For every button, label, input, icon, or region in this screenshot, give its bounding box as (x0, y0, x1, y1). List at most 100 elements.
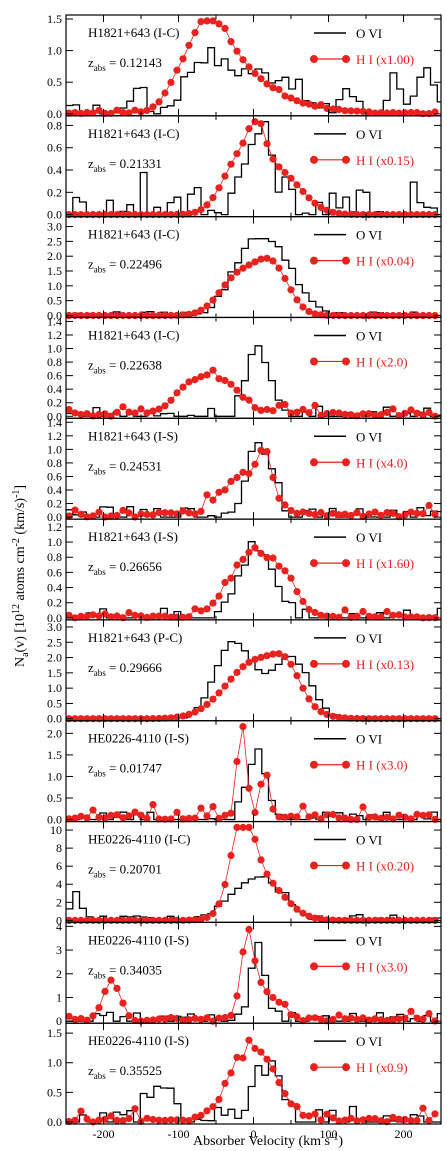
legend-4: O VI H I (x2.0) (310, 328, 408, 369)
panel-1: 0.0 0.5 1.0 1.5 H1821+643 (I-C) zabs = 0.1214… (47, 12, 442, 121)
y-tick-label: 1.0 (47, 535, 62, 549)
y-tick-label: 1.0 (47, 1056, 62, 1070)
y-tick-label: 0.0 (47, 409, 62, 423)
y-tick-label: 0.0 (47, 107, 62, 121)
y-tick-label: 0.6 (47, 469, 62, 483)
legend-ovi: O VI (356, 530, 382, 545)
y-tick-label: 0.5 (47, 791, 62, 805)
hi-point (245, 548, 253, 556)
hi-point (125, 812, 133, 820)
hi-point (395, 1015, 403, 1023)
legend-8: O VI H I (x3.0) (310, 732, 408, 773)
legend-ovi: O VI (356, 1034, 382, 1049)
panel-3: 0.00.51.01.52.02.53.0 H1821+643 (I-C) zabs… (47, 216, 442, 322)
hi-point (197, 1015, 205, 1023)
panel-2: 0.0 0.2 0.4 0.6 0.8 H1821+643 (I-C) zabs = 0.2… (47, 115, 442, 222)
hi-point (359, 512, 367, 520)
y-tick-label: 1.5 (47, 264, 62, 278)
y-tick-label: 2 (56, 895, 62, 909)
ovi-profile-9 (66, 876, 441, 922)
y-tick-label: 0.6 (47, 565, 62, 579)
y-tick-label: 0.2 (47, 497, 62, 511)
hi-point (89, 1012, 97, 1020)
y-tick-label: 1 (56, 990, 62, 1004)
hi-profile-8 (65, 723, 439, 824)
legend-ovi: O VI (356, 26, 382, 41)
hi-point (83, 814, 91, 822)
y-tick-label: 1.0 (47, 279, 62, 293)
y-tick-label: 0.0 (47, 510, 62, 524)
x-tick-label: 200 (395, 1127, 413, 1141)
y-tick-label: 0.8 (47, 550, 62, 564)
y-tick-label: 0.5 (47, 696, 62, 710)
legend-hi: H I (x3.0) (356, 758, 408, 773)
y-tick-label: 2.5 (47, 635, 62, 649)
sightline-label: H1821+643 (P-C) (88, 630, 182, 645)
hi-point (119, 814, 127, 822)
hi-point (305, 813, 313, 821)
y-tick-label: 10 (50, 823, 62, 837)
hi-point (107, 613, 115, 621)
y-tick-label: 0.0 (47, 308, 62, 322)
legend-11: O VI H I (x0.9) (310, 1034, 408, 1075)
y-tick-label: 1.5 (47, 1026, 62, 1040)
y-tick-label: 0.5 (47, 294, 62, 308)
legend-ovi: O VI (356, 228, 382, 243)
y-tick-label: 8 (56, 841, 62, 855)
y-tick-label: 0.0 (47, 712, 62, 726)
hi-point (239, 663, 247, 671)
panel-10: 0 1 2 3 4 HE0226-4110 (I-S) zabs = 0.34035 O VI… (56, 919, 442, 1028)
sightline-label: H1821+643 (I-C) (88, 227, 179, 242)
legend-hi: H I (x0.13) (356, 657, 414, 672)
y-tick-label: 1.5 (47, 666, 62, 680)
hi-point (185, 814, 193, 822)
y-tick-label: 0 (56, 1014, 62, 1028)
hi-point (257, 780, 265, 788)
sightline-label: HE0226-4110 (I-S) (88, 731, 189, 746)
hi-point (221, 811, 229, 819)
hi-point (191, 814, 199, 822)
hi-point (167, 714, 175, 722)
panel-6: 0.00.20.4 0.60.81.01.2 H1821+643 (I-S) zabs… (47, 518, 442, 625)
y-tick-label: 1.4 (47, 415, 62, 429)
y-tick-label: 4 (56, 919, 62, 933)
ovi-profile-5 (66, 442, 441, 518)
hi-profile-11 (65, 1036, 439, 1126)
zabs-label: zabs = 0.24531 (88, 458, 162, 476)
sightline-label: H1821+643 (I-C) (88, 327, 179, 342)
zabs-label: zabs = 0.22638 (88, 357, 162, 375)
y-tick-label: 3.0 (47, 620, 62, 634)
ovi-profile-6 (66, 541, 441, 619)
y-tick-label: 0.8 (47, 118, 62, 132)
hi-point (143, 1016, 151, 1024)
ovi-profile-7 (66, 641, 441, 720)
hi-point (263, 140, 271, 148)
hi-point (431, 108, 439, 116)
hi-point (197, 705, 205, 713)
legend-7: O VI H I (x0.13) (310, 631, 414, 672)
hi-point (227, 809, 235, 817)
panel-11: 0.0 0.5 1.0 1.5 HE0226-4110 (I-S) zabs = 0.35… (47, 1022, 442, 1129)
hi-point (311, 199, 319, 207)
legend-hi: H I (x0.04) (356, 254, 414, 269)
y-tick-label: 1.0 (47, 342, 62, 356)
y-tick-label: 3.0 (47, 220, 62, 234)
zabs-label: zabs = 0.22496 (88, 257, 162, 275)
legend-hi: H I (x0.15) (356, 153, 414, 168)
hi-point (263, 652, 271, 660)
hi-point (389, 611, 397, 619)
y-tick-label: 0.5 (47, 1085, 62, 1099)
x-tick-label: -100 (168, 1127, 190, 1141)
hi-point (419, 811, 427, 819)
hi-point (197, 607, 205, 615)
hi-point (353, 612, 361, 620)
hi-point (95, 1004, 103, 1012)
zabs-label: zabs = 0.34035 (88, 962, 162, 980)
hi-point (185, 1016, 193, 1024)
y-tick-label: 1.5 (47, 12, 62, 26)
legend-10: O VI H I (x3.0) (310, 933, 408, 974)
y-tick-label: 1.2 (47, 328, 62, 342)
x-tick-label: 100 (320, 1127, 338, 1141)
y-tick-label: 2.5 (47, 234, 62, 248)
